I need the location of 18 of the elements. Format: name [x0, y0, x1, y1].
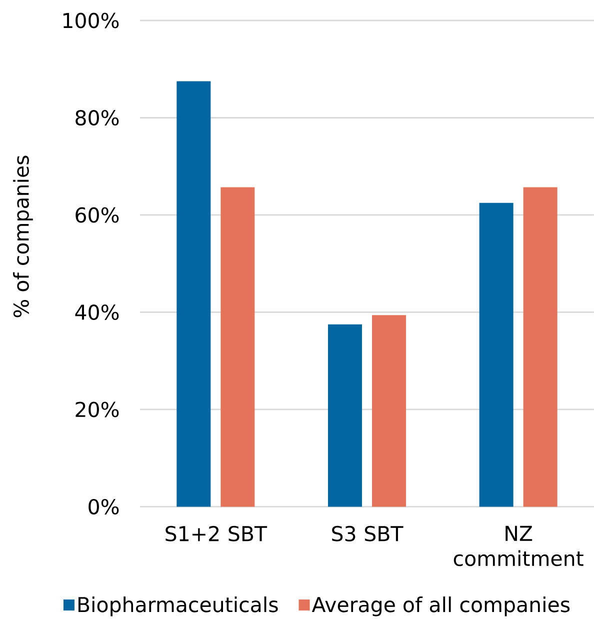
- y-tick-label: 40%: [75, 304, 119, 320]
- y-tick-label: 100%: [63, 12, 119, 28]
- bar: [523, 187, 558, 507]
- bar: [479, 202, 514, 507]
- legend-label: Biopharmaceuticals: [78, 596, 278, 616]
- y-tick-label: 80%: [76, 110, 119, 126]
- legend-label: Average of all companies: [312, 596, 570, 616]
- bar: [372, 315, 406, 507]
- y-tick-label: 0%: [88, 498, 119, 514]
- x-tick-label: S1+2 SBT: [166, 526, 268, 542]
- y-tick-label: 60%: [76, 207, 119, 223]
- y-axis-title: % of companies: [13, 156, 33, 318]
- x-tick-label: S3 SBT: [332, 526, 404, 542]
- x-tick-label: NZ commitment: [454, 526, 584, 566]
- bar: [220, 187, 255, 507]
- bar: [176, 81, 211, 507]
- y-tick-label: 20%: [76, 402, 119, 418]
- bar: [328, 324, 362, 507]
